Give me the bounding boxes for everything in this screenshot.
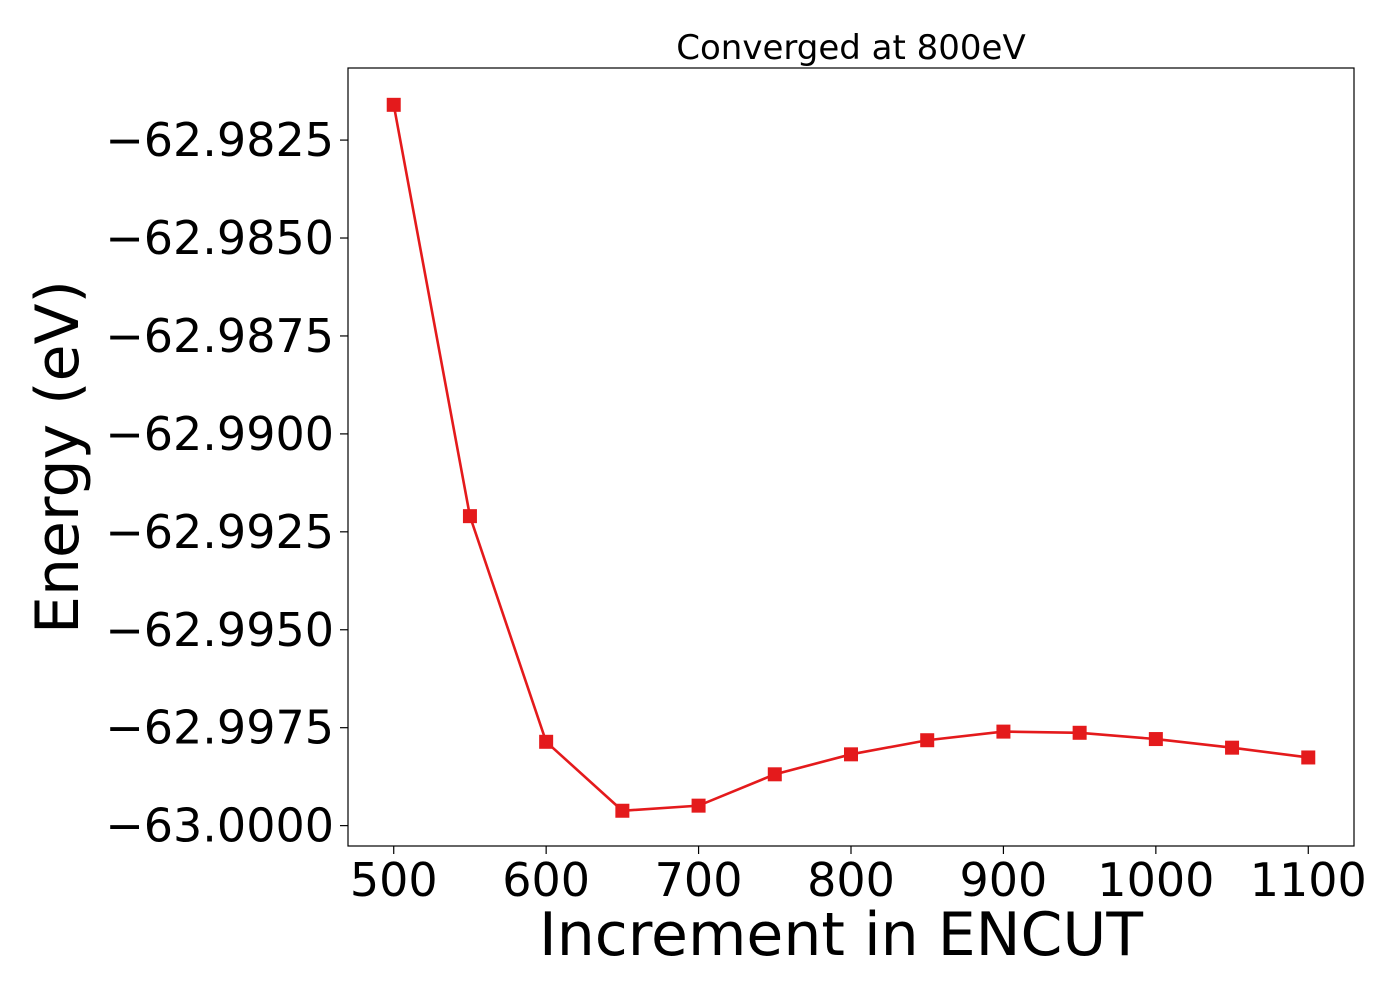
data-point [386, 97, 401, 112]
x-tick-label: 500 [350, 853, 438, 907]
data-point [767, 767, 782, 782]
y-axis-ticks: −62.9825 −62.9850 −62.9875 −62.9900 −62.9925… [105, 113, 348, 853]
data-point [844, 747, 858, 762]
x-tick-label: 1000 [1097, 853, 1214, 907]
data-point [1148, 732, 1163, 747]
y-tick-label: −62.9825 [105, 113, 334, 167]
data-point [462, 509, 477, 524]
y-tick-label: −63.0000 [105, 799, 334, 853]
series-layer [386, 97, 1316, 818]
data-point [996, 724, 1011, 739]
data-point [615, 803, 630, 818]
plot-frame [347, 67, 1355, 847]
x-tick-label: 800 [807, 853, 895, 907]
y-tick-label: −62.9975 [105, 701, 334, 755]
x-axis-label: Increment in ENCUT [539, 900, 1143, 970]
data-point [691, 798, 706, 813]
x-axis-ticks: 500 600 700 800 900 1000 1100 [350, 846, 1367, 907]
y-tick-label: −62.9850 [105, 211, 334, 265]
data-point [1072, 725, 1087, 740]
data-point [920, 733, 935, 748]
data-point [539, 734, 554, 749]
chart-title: Converged at 800eV [676, 28, 1025, 68]
x-tick-label: 700 [655, 853, 743, 907]
y-tick-label: −62.9900 [105, 407, 334, 461]
y-tick-label: −62.9950 [105, 603, 334, 657]
x-tick-label: 900 [960, 853, 1048, 907]
y-tick-label: −62.9875 [105, 309, 334, 363]
series-line [392, 104, 1309, 813]
data-point [1301, 750, 1316, 765]
y-axis-label: Energy (eV) [23, 280, 93, 634]
x-tick-label: 600 [502, 853, 590, 907]
y-tick-label: −62.9925 [105, 505, 334, 559]
data-point [1225, 740, 1240, 755]
x-tick-label: 1100 [1250, 853, 1367, 907]
